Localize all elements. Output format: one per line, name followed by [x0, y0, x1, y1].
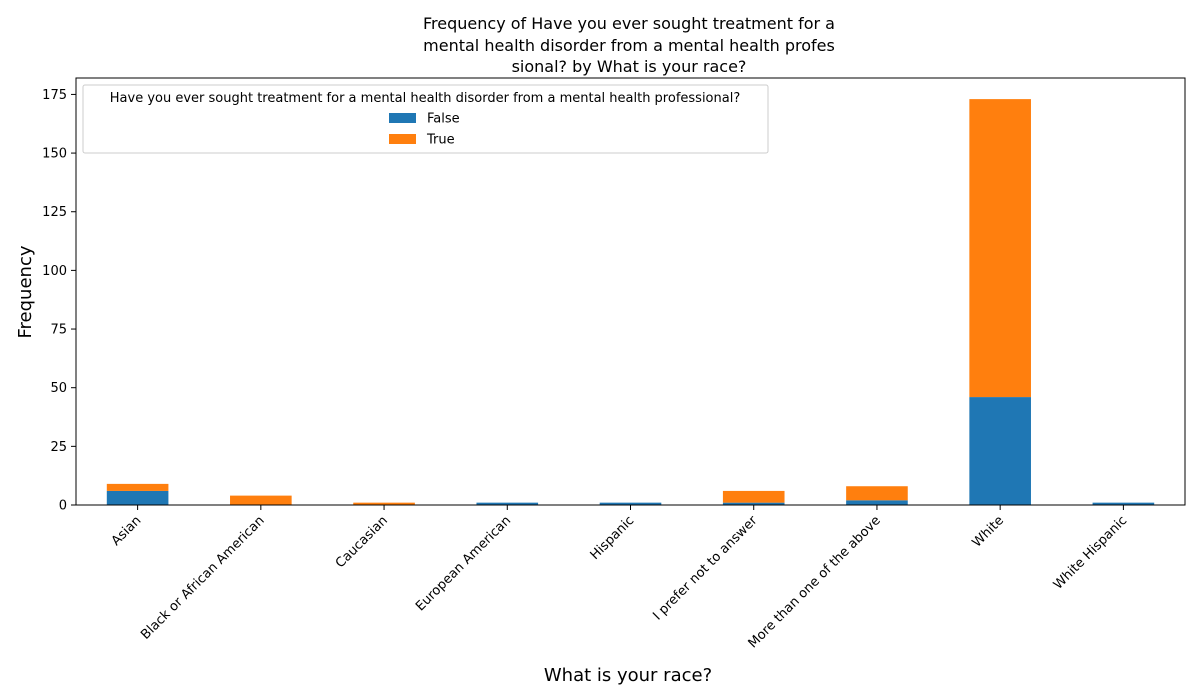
y-tick-label: 175 [42, 88, 67, 103]
chart-title: Frequency of Have you ever sought treatm… [423, 14, 835, 76]
bar-white-false [969, 397, 1031, 505]
y-tick-label: 100 [42, 264, 67, 279]
x-tick-label: Asian [109, 513, 145, 549]
y-tick-label: 125 [42, 205, 67, 220]
bar-white-true [969, 99, 1031, 398]
x-axis-label: What is your race? [544, 665, 712, 686]
bar-black-or-african-american-true [230, 495, 292, 505]
legend-swatch-false [389, 113, 416, 123]
x-tick-label: Black or African American [138, 513, 267, 642]
y-tick-label: 25 [50, 440, 67, 455]
y-tick-label: 0 [59, 499, 67, 514]
legend-items: False True [389, 112, 460, 148]
x-tick-label: White [970, 513, 1007, 550]
x-tick-label: I prefer not to answer [650, 513, 761, 624]
chart-title-line-1: Frequency of Have you ever sought treatm… [423, 14, 835, 33]
x-tick-label: Caucasian [333, 513, 391, 571]
legend-title: Have you ever sought treatment for a men… [110, 91, 740, 106]
x-tick-label: White Hispanic [1051, 513, 1130, 592]
y-tick-label: 75 [50, 323, 67, 338]
chart-title-line-2: mental health disorder from a mental hea… [423, 36, 835, 55]
x-tick-label: European American [413, 513, 514, 614]
bar-more-than-one-of-the-above-true [846, 486, 908, 501]
y-axis-label: Frequency [15, 245, 36, 338]
bar-asian-true [106, 483, 169, 491]
legend: Have you ever sought treatment for a men… [82, 84, 769, 154]
bar-more-than-one-of-the-above-false [846, 500, 908, 505]
bar-hispanic-false [599, 502, 662, 505]
bars-group [106, 99, 1155, 505]
bar-european-american-false [476, 502, 539, 505]
legend-box [82, 84, 769, 154]
y-axis: 0 25 50 75 100 125 150 175 [42, 88, 76, 514]
legend-swatch-true [389, 134, 416, 144]
bar-asian-false [106, 490, 169, 505]
x-tick-label: Hispanic [588, 513, 638, 563]
x-tick-label: More than one of the above [746, 513, 884, 651]
legend-label-false: False [427, 112, 460, 127]
chart-title-line-3: sional? by What is your race? [512, 57, 747, 76]
bar-i-prefer-not-to-answer-true [722, 490, 785, 503]
y-tick-label: 150 [42, 147, 67, 162]
legend-label-true: True [426, 133, 455, 148]
bar-caucasian-true [353, 502, 415, 505]
bar-white-hispanic-false [1092, 502, 1155, 505]
y-tick-label: 50 [50, 381, 67, 396]
bar-i-prefer-not-to-answer-false [722, 502, 785, 505]
